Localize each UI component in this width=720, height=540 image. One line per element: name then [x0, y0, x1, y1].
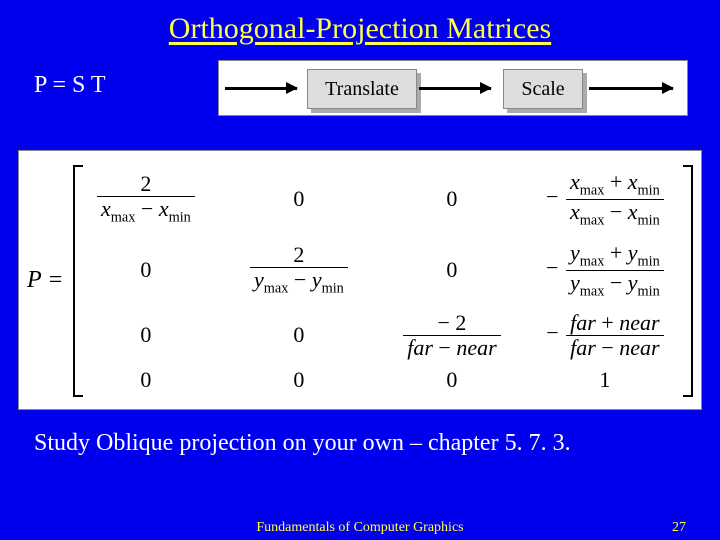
den: far − near — [566, 336, 663, 360]
footer-page: 27 — [672, 520, 686, 536]
matrix-panel: P = 2 xmax − xmin 0 0 − xmax — [18, 150, 702, 410]
study-text: Study Oblique projection on your own – c… — [34, 430, 571, 457]
m11: 2 ymax − ymin — [222, 235, 375, 306]
m13: − ymax + ymin ymax − ymin — [528, 235, 681, 306]
m12: 0 — [375, 235, 528, 306]
equation-pst: P = S T — [34, 72, 106, 99]
slide-title: Orthogonal-Projection Matrices — [0, 0, 720, 46]
den: ymax − ymin — [250, 268, 348, 297]
m33: 1 — [528, 365, 681, 396]
m21: 0 — [222, 306, 375, 365]
num: 2 — [97, 172, 195, 197]
m02: 0 — [375, 164, 528, 235]
m03: − xmax + xmin xmax − xmin — [528, 164, 681, 235]
m00: 2 xmax − xmin — [69, 164, 222, 235]
arrow-icon — [589, 87, 673, 90]
m31: 0 — [222, 365, 375, 396]
num: xmax + xmin — [566, 170, 664, 200]
matrix-lhs: P = — [27, 267, 63, 294]
m30: 0 — [69, 365, 222, 396]
den: ymax − ymin — [566, 271, 664, 300]
den: xmax − xmin — [97, 197, 195, 226]
m23: − far + near far − near — [528, 306, 681, 365]
arrow-icon — [419, 87, 491, 90]
pipeline-diagram: Translate Scale — [218, 60, 688, 116]
m20: 0 — [69, 306, 222, 365]
m01: 0 — [222, 164, 375, 235]
num: ymax + ymin — [566, 241, 664, 271]
m32: 0 — [375, 365, 528, 396]
bracket-right — [683, 165, 693, 397]
den: xmax − xmin — [566, 200, 664, 229]
num: 2 — [250, 243, 348, 268]
arrow-icon — [225, 87, 297, 90]
m10: 0 — [69, 235, 222, 306]
scale-box: Scale — [503, 69, 583, 109]
den: far − near — [403, 336, 500, 360]
matrix-body: 2 xmax − xmin 0 0 − xmax + xmin — [69, 164, 681, 396]
translate-box: Translate — [307, 69, 417, 109]
footer-course: Fundamentals of Computer Graphics — [0, 520, 720, 536]
num: far + near — [566, 311, 663, 336]
num: − 2 — [403, 311, 500, 336]
m22: − 2 far − near — [375, 306, 528, 365]
